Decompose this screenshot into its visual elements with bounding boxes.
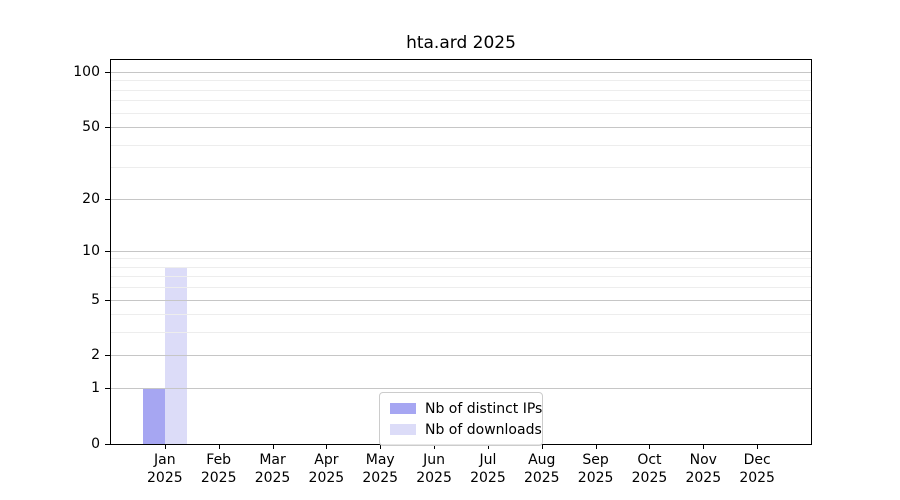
minor-gridline [111, 276, 811, 277]
y-tick-label: 1 [91, 380, 100, 397]
legend-swatch-distinct-ips [390, 403, 416, 414]
x-tick-label: Jul 2025 [470, 452, 506, 486]
x-tick-label: Jan 2025 [147, 452, 183, 486]
major-gridline [111, 355, 811, 356]
x-tick-mark [596, 445, 597, 449]
minor-gridline [111, 332, 811, 333]
y-tick-mark [105, 388, 110, 389]
x-tick-label: Dec 2025 [739, 452, 775, 486]
minor-gridline [111, 145, 811, 146]
x-tick-label: Jun 2025 [416, 452, 452, 486]
legend: Nb of distinct IPs Nb of downloads [379, 392, 543, 446]
minor-gridline [111, 167, 811, 168]
x-tick-mark [757, 445, 758, 449]
x-tick-label: Nov 2025 [685, 452, 722, 486]
minor-gridline [111, 90, 811, 91]
bar-nb-of-downloads-jan [164, 266, 187, 444]
x-tick-mark [380, 445, 381, 449]
y-tick-mark [105, 251, 110, 252]
chart-title: hta.ard 2025 [406, 33, 516, 53]
x-tick-mark [165, 445, 166, 449]
y-tick-mark [105, 444, 110, 445]
y-tick-label: 20 [82, 190, 100, 207]
x-tick-mark [649, 445, 650, 449]
y-tick-mark [105, 127, 110, 128]
y-tick-mark [105, 355, 110, 356]
legend-row-distinct-ips: Nb of distinct IPs [390, 398, 542, 419]
x-tick-label: May 2025 [362, 452, 399, 486]
x-tick-mark [434, 445, 435, 449]
x-tick-label: Sep 2025 [577, 452, 614, 486]
y-tick-label: 100 [73, 63, 100, 80]
y-tick-label: 0 [91, 436, 100, 452]
x-tick-label: Aug 2025 [523, 452, 560, 486]
x-tick-mark [703, 445, 704, 449]
minor-gridline [111, 267, 811, 268]
x-tick-label: Oct 2025 [631, 452, 668, 486]
minor-gridline [111, 287, 811, 288]
legend-row-downloads: Nb of downloads [390, 419, 542, 440]
minor-gridline [111, 258, 811, 259]
minor-gridline [111, 314, 811, 315]
x-tick-label: Mar 2025 [254, 452, 291, 486]
major-gridline [111, 127, 811, 128]
plot-area: Nb of distinct IPs Nb of downloads [110, 59, 812, 446]
minor-gridline [111, 113, 811, 114]
y-tick-mark [105, 300, 110, 301]
major-gridline [111, 388, 811, 389]
y-tick-label: 5 [91, 291, 100, 308]
bar-nb-of-distinct-ips-jan [142, 388, 165, 444]
y-tick-label: 50 [82, 118, 100, 135]
minor-gridline [111, 100, 811, 101]
minor-gridline [111, 80, 811, 81]
major-gridline [111, 300, 811, 301]
x-tick-label: Apr 2025 [308, 452, 345, 486]
x-tick-mark [219, 445, 220, 449]
x-tick-mark [326, 445, 327, 449]
x-tick-mark [273, 445, 274, 449]
y-tick-mark [105, 72, 110, 73]
major-gridline [111, 72, 811, 73]
y-tick-label: 10 [82, 242, 100, 259]
legend-label-distinct-ips: Nb of distinct IPs [425, 400, 543, 417]
y-tick-mark [105, 199, 110, 200]
y-tick-label: 2 [91, 347, 100, 364]
major-gridline [111, 251, 811, 252]
legend-label-downloads: Nb of downloads [425, 421, 542, 438]
x-tick-label: Feb 2025 [200, 452, 237, 486]
legend-swatch-downloads [390, 424, 416, 435]
x-tick-mark [488, 445, 489, 449]
x-tick-mark [542, 445, 543, 449]
major-gridline [111, 199, 811, 200]
